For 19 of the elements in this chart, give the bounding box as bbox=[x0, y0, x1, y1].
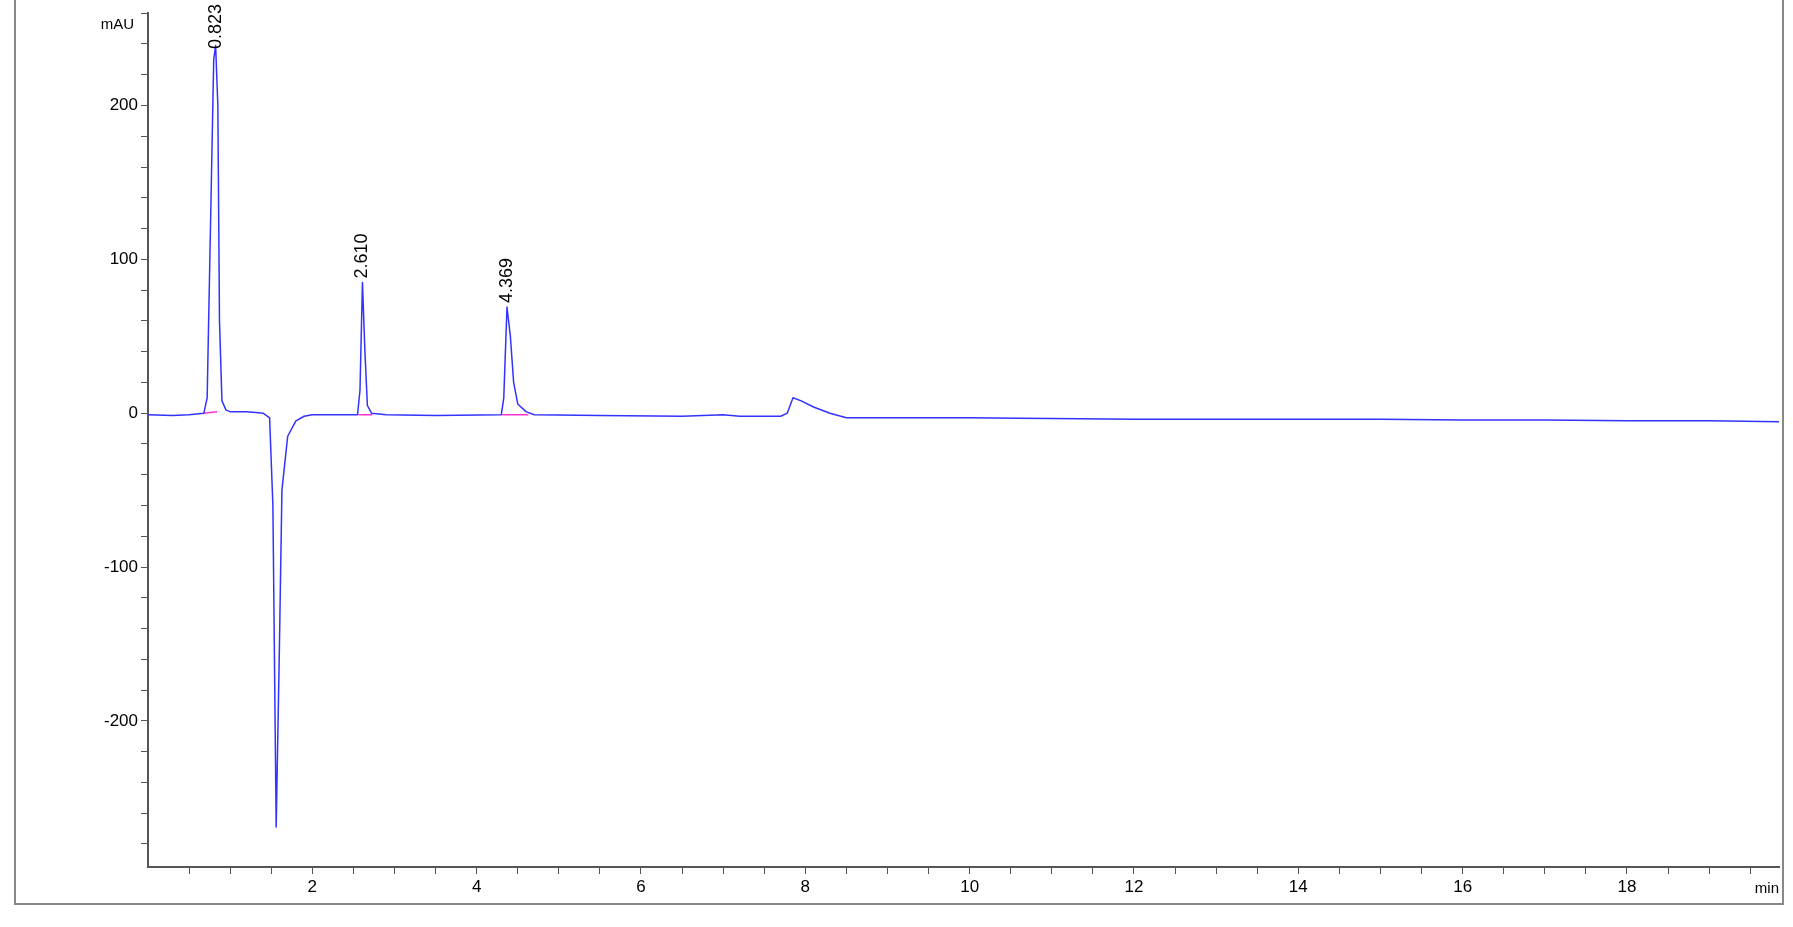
x-tick-label: 12 bbox=[1124, 876, 1144, 896]
y-tick-label: 100 bbox=[109, 249, 138, 269]
x-tick-label: 18 bbox=[1617, 876, 1637, 896]
x-tick-label: 4 bbox=[471, 876, 482, 896]
annotation: 2.610 bbox=[351, 233, 372, 279]
y-tick-label: -200 bbox=[103, 710, 138, 730]
x-tick-label: 10 bbox=[960, 876, 980, 896]
annotation: 0.823 bbox=[204, 4, 225, 50]
x-tick-label: 16 bbox=[1453, 876, 1473, 896]
x-tick-label: 14 bbox=[1288, 876, 1308, 896]
y-tick-label: -100 bbox=[103, 556, 138, 576]
y-tick-label: 200 bbox=[109, 95, 138, 115]
x-tick-label: 2 bbox=[307, 876, 318, 896]
x-tick-label: 8 bbox=[800, 876, 811, 896]
x-axis-title: min bbox=[1754, 878, 1779, 896]
y-axis-title: mAU bbox=[100, 14, 134, 32]
y-tick-label: 0 bbox=[128, 402, 138, 422]
annotation: 4.369 bbox=[495, 257, 516, 304]
x-tick-label: 6 bbox=[636, 876, 646, 896]
